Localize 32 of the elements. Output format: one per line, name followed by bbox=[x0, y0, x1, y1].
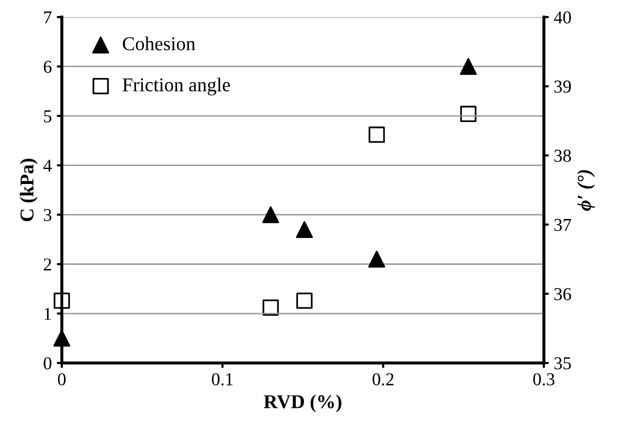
y2-tick-label: 36 bbox=[554, 288, 572, 300]
y-tick-label: 6 bbox=[44, 60, 52, 73]
point bbox=[368, 250, 386, 268]
point bbox=[296, 292, 313, 309]
y2-tick-label: 35 bbox=[554, 357, 571, 370]
point bbox=[53, 330, 70, 347]
x-axis-title: RVD (%) bbox=[264, 394, 342, 412]
legend-label: Cohesion bbox=[122, 36, 196, 50]
point bbox=[460, 58, 477, 75]
y-tick-label: 2 bbox=[44, 258, 52, 270]
y2-tick-label: 38 bbox=[554, 150, 571, 162]
y-tick-label: 4 bbox=[43, 160, 52, 172]
y2-tick-label: 37 bbox=[554, 218, 572, 232]
point bbox=[460, 106, 476, 122]
y-tick-label: 0 bbox=[44, 357, 52, 370]
point bbox=[262, 206, 280, 224]
x-tick-label: 0 bbox=[58, 373, 66, 386]
y-axis-title: C (kPa) bbox=[20, 158, 38, 222]
legend-label: Friction angle bbox=[122, 78, 230, 96]
x-tick-label: 0.1 bbox=[212, 373, 233, 386]
point bbox=[262, 299, 279, 316]
y2-tick-label: 40 bbox=[554, 11, 571, 24]
point bbox=[296, 221, 313, 238]
y2-axis-title: ϕ′ (°) bbox=[577, 170, 595, 211]
x-tick-label: 0.2 bbox=[372, 373, 394, 386]
point bbox=[368, 126, 385, 143]
y2-tick-label: 39 bbox=[554, 80, 571, 93]
y-tick-label: 1 bbox=[44, 308, 51, 320]
x-tick-label: 0.3 bbox=[533, 373, 554, 386]
y-tick-label: 5 bbox=[44, 110, 52, 122]
y-tick-label: 7 bbox=[44, 12, 52, 24]
y-tick-label: 3 bbox=[44, 209, 52, 222]
